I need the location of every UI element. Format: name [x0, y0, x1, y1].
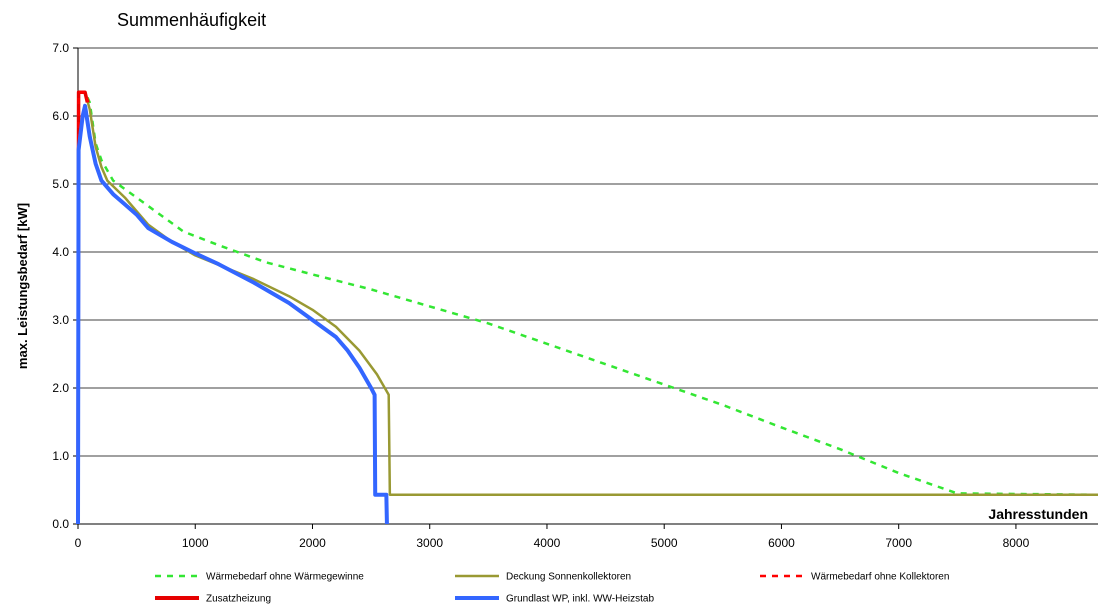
- y-tick-label: 4.0: [52, 245, 69, 259]
- x-tick-label: 7000: [885, 536, 912, 550]
- series-line-2: [76, 90, 90, 525]
- series-layer: [76, 90, 1098, 525]
- y-tick-label: 2.0: [52, 381, 69, 395]
- series-line-1: [76, 90, 1098, 525]
- grid: [78, 47, 1098, 457]
- series-line-0: [76, 90, 1098, 525]
- y-tick-label: 0.0: [52, 517, 69, 531]
- y-tick-labels: 0.0 1.0 2.0 3.0 4.0 5.0 6.0 7.0: [52, 41, 69, 531]
- series-line-4: [76, 103, 389, 525]
- x-tick-label: 2000: [299, 536, 326, 550]
- x-tick-label: 4000: [534, 536, 561, 550]
- x-tick-label: 5000: [651, 536, 678, 550]
- x-tick-label: 0: [75, 536, 82, 550]
- y-tick-label: 5.0: [52, 177, 69, 191]
- axes: [73, 47, 1098, 529]
- x-axis-label: Jahresstunden: [988, 506, 1088, 522]
- x-tick-label: 6000: [768, 536, 795, 550]
- legend-label-3: Zusatzheizung: [206, 594, 271, 605]
- legend-label-1: Deckung Sonnenkollektoren: [506, 572, 631, 583]
- x-tick-label: 8000: [1003, 536, 1030, 550]
- legend: Wärmebedarf ohne Wärmegewinne Deckung Son…: [155, 572, 949, 605]
- x-tick-labels: 0 1000 2000 3000 4000 5000 6000 7000 8000: [75, 536, 1030, 550]
- chart-title: Summenhäufigkeit: [117, 10, 266, 30]
- y-tick-label: 1.0: [52, 449, 69, 463]
- x-tick-label: 3000: [416, 536, 443, 550]
- legend-label-4: Grundlast WP, inkl. WW-Heizstab: [506, 594, 654, 605]
- y-tick-label: 6.0: [52, 109, 69, 123]
- legend-label-0: Wärmebedarf ohne Wärmegewinne: [206, 572, 364, 583]
- x-tick-label: 1000: [182, 536, 209, 550]
- y-tick-label: 3.0: [52, 313, 69, 327]
- y-tick-label: 7.0: [52, 41, 69, 55]
- y-axis-label: max. Leistungsbedarf [kW]: [15, 203, 30, 369]
- legend-label-2: Wärmebedarf ohne Kollektoren: [811, 572, 949, 583]
